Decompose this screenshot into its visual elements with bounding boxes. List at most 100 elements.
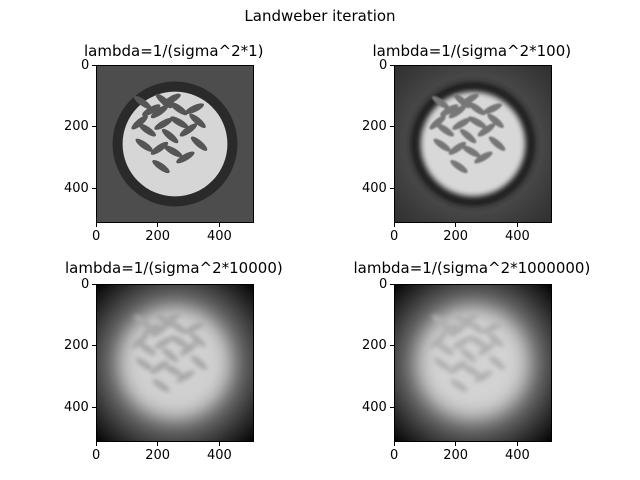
phantom-blob xyxy=(487,113,504,128)
phantom-blob xyxy=(474,370,493,383)
phantom-blob xyxy=(170,335,189,348)
phantom-blob xyxy=(179,342,198,356)
phantom-blob xyxy=(448,105,467,119)
y-tick-mark xyxy=(92,406,96,408)
phantom-blob xyxy=(459,347,477,363)
phantom-blobs xyxy=(429,312,506,393)
phantom-blob xyxy=(176,151,195,164)
x-tick-mark xyxy=(516,442,518,446)
phantom-blob xyxy=(462,145,481,158)
phantom-blob xyxy=(448,360,467,374)
phantom-blob xyxy=(142,104,161,117)
phantom-blob xyxy=(150,141,169,155)
y-tick-label: 0 xyxy=(379,57,388,73)
y-tick-label: 400 xyxy=(362,180,387,196)
y-tick-label: 0 xyxy=(81,57,90,73)
phantom-blob xyxy=(190,136,208,151)
y-tick-mark xyxy=(92,283,96,285)
x-tick-label: 200 xyxy=(443,229,469,244)
phantom-blob xyxy=(460,312,479,325)
x-tick-mark xyxy=(455,223,457,227)
phantom-blob xyxy=(436,342,454,356)
phantom-blob xyxy=(154,117,173,130)
x-tick-label: 200 xyxy=(145,448,171,463)
y-tick-label: 400 xyxy=(64,180,89,196)
phantom-blob xyxy=(483,103,502,114)
phantom-blob xyxy=(477,342,496,356)
phantom-blob xyxy=(164,364,183,377)
phantom-blob xyxy=(142,323,161,336)
phantom-blob xyxy=(135,357,153,371)
phantom-blob xyxy=(429,115,446,130)
phantom-blob xyxy=(189,332,206,347)
x-tick-label: 0 xyxy=(92,229,101,244)
y-tick-label: 200 xyxy=(362,119,387,135)
y-tick-mark xyxy=(92,64,96,66)
phantom-blob xyxy=(138,123,156,137)
phantom-disc xyxy=(420,91,526,197)
x-tick-label: 0 xyxy=(92,448,101,463)
y-tick-mark xyxy=(390,187,394,189)
phantom-blob xyxy=(169,102,188,116)
phantom-blob xyxy=(440,104,459,117)
phantom-blob xyxy=(433,357,451,371)
x-tick-label: 400 xyxy=(504,448,530,463)
x-tick-mark xyxy=(393,442,395,446)
phantom-blob xyxy=(179,123,198,137)
phantom-blob xyxy=(138,342,156,356)
phantom-blob xyxy=(170,116,189,129)
y-tick-mark xyxy=(92,126,96,128)
subplot-title: lambda=1/(sigma^2*1000000) xyxy=(353,259,591,277)
phantom-blob xyxy=(131,115,148,130)
phantom-blob xyxy=(450,379,468,393)
phantom-blobs xyxy=(429,93,506,174)
x-tick-label: 0 xyxy=(390,448,399,463)
y-tick-label: 0 xyxy=(379,276,388,292)
phantom-blob xyxy=(135,138,153,152)
phantom-blob xyxy=(432,96,450,110)
phantom-blob xyxy=(448,324,467,338)
y-tick-mark xyxy=(92,187,96,189)
x-tick-mark xyxy=(157,442,159,446)
heatmap-image xyxy=(394,65,552,223)
phantom-blob xyxy=(436,123,454,137)
y-tick-label: 200 xyxy=(64,119,89,135)
phantom-blob xyxy=(134,96,152,110)
phantom-blob xyxy=(459,128,477,144)
phantom-blob xyxy=(190,355,208,370)
y-tick-mark xyxy=(92,345,96,347)
x-tick-label: 0 xyxy=(390,229,399,244)
phantom-blob xyxy=(189,113,206,128)
x-tick-mark xyxy=(95,223,97,227)
x-tick-mark xyxy=(218,442,220,446)
y-tick-mark xyxy=(390,283,394,285)
phantom-blob xyxy=(487,332,504,347)
phantom-blob xyxy=(483,322,502,333)
phantom-blob xyxy=(162,312,181,325)
y-tick-label: 400 xyxy=(64,399,89,415)
phantom-blob xyxy=(477,123,496,137)
phantom-blob xyxy=(452,117,471,130)
phantom-blob xyxy=(432,315,450,329)
phantom-blob xyxy=(134,315,152,329)
y-tick-mark xyxy=(390,126,394,128)
heatmap-image xyxy=(96,65,254,223)
y-tick-label: 200 xyxy=(64,338,89,354)
phantom-blobs xyxy=(131,312,208,393)
y-tick-label: 400 xyxy=(362,399,387,415)
subplot-title: lambda=1/(sigma^2*10000) xyxy=(65,259,283,277)
phantom-blob xyxy=(433,138,451,152)
phantom-blob xyxy=(150,105,169,119)
x-tick-label: 200 xyxy=(145,229,171,244)
phantom-blob xyxy=(429,334,446,349)
phantom-blob xyxy=(488,136,506,151)
x-tick-mark xyxy=(516,223,518,227)
phantom-blob xyxy=(161,128,179,144)
y-tick-label: 0 xyxy=(81,276,90,292)
x-tick-mark xyxy=(157,223,159,227)
phantom-blob xyxy=(467,321,486,335)
phantom-blob xyxy=(150,324,169,338)
x-tick-label: 200 xyxy=(443,448,469,463)
phantom-disc xyxy=(122,91,228,197)
heatmap-image xyxy=(96,284,254,442)
